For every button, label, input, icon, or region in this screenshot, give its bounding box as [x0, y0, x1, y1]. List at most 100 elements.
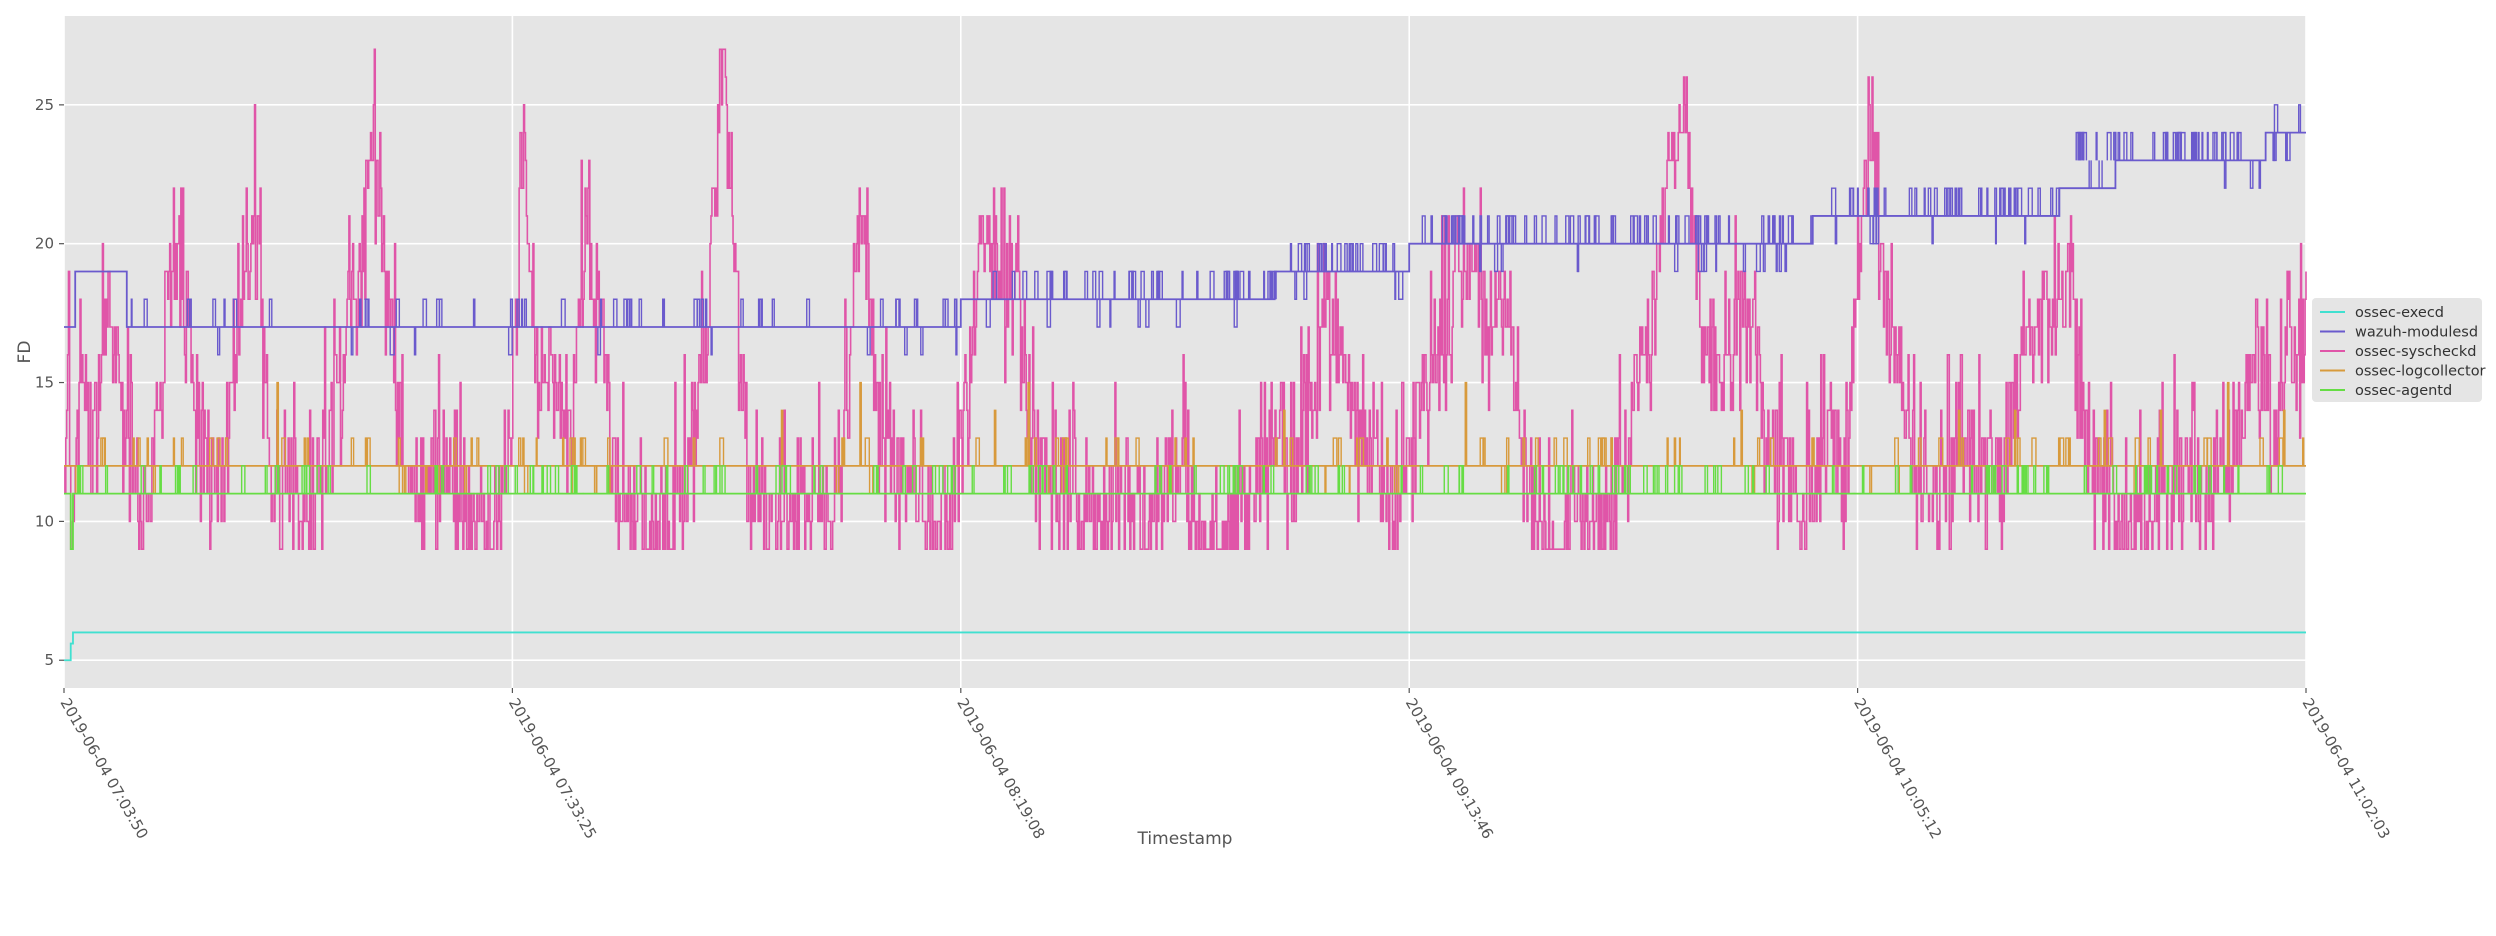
series-spike-wazuh-modulesd: [1875, 215, 1880, 245]
series-spike-ossec-agentd: [504, 465, 509, 494]
series-spike-wazuh-modulesd: [1175, 299, 1181, 328]
series-spike-wazuh-modulesd: [1933, 187, 1938, 216]
series-spike-ossec-agentd: [1237, 465, 1244, 494]
series-spike-ossec-logcollector: [522, 437, 525, 466]
y-axis: 5 10 15 20 25: [35, 96, 64, 669]
series-ossec-execd: [64, 631, 2306, 662]
series-spike-wazuh-modulesd: [1316, 243, 1322, 272]
series-spike-ossec-agentd: [1037, 465, 1043, 494]
series-spike-ossec-logcollector: [1464, 381, 1468, 466]
series-spike-wazuh-modulesd: [1784, 243, 1788, 273]
series-wazuh-modulesd: [64, 104, 2306, 356]
series-spike-wazuh-modulesd: [1297, 243, 1303, 272]
series-spike-wazuh-modulesd: [1834, 215, 1838, 245]
series-spike-ossec-agentd: [785, 465, 792, 494]
series-spike-ossec-agentd: [1627, 465, 1631, 494]
series-spike-ossec-logcollector: [2259, 437, 2264, 466]
series-spike-ossec-agentd: [366, 465, 372, 494]
series-spike-ossec-agentd: [575, 465, 578, 494]
series-spike-wazuh-modulesd: [1705, 215, 1709, 244]
series-spike-ossec-logcollector: [1184, 437, 1188, 466]
series-spike-ossec-logcollector: [306, 437, 310, 466]
series-spike-ossec-agentd: [2025, 465, 2029, 494]
legend: ossec-execd wazuh-modulesd ossec-syscheckd…: [2312, 298, 2486, 402]
series-spike-ossec-logcollector: [1534, 437, 1539, 466]
series-spike-ossec-agentd: [1533, 465, 1538, 494]
series-spike-ossec-agentd: [665, 465, 669, 494]
series-spike-wazuh-modulesd: [1156, 270, 1161, 300]
series-spike-ossec-logcollector: [2159, 409, 2163, 466]
series-spike-ossec-logcollector: [1027, 381, 1031, 466]
series-spike-ossec-logcollector: [224, 437, 229, 466]
series-spike-wazuh-modulesd: [1505, 215, 1510, 244]
series-spike-ossec-logcollector: [2107, 437, 2113, 466]
series-spike-ossec-logcollector: [132, 437, 135, 466]
series-spike-ossec-agentd: [1744, 465, 1750, 494]
series-spike-ossec-agentd: [2143, 465, 2146, 494]
series-spike-wazuh-modulesd: [992, 270, 998, 300]
series-spike-wazuh-modulesd: [1444, 215, 1448, 244]
series-spike-wazuh-modulesd: [2081, 131, 2088, 161]
series-spike-ossec-logcollector: [1586, 437, 1591, 466]
series-spike-wazuh-modulesd: [1643, 215, 1648, 244]
series-spike-ossec-logcollector: [1938, 437, 1944, 466]
series-spike-wazuh-modulesd: [1778, 215, 1782, 244]
series-spike-wazuh-modulesd: [2229, 131, 2235, 161]
x-tick-label: 2019-06-04 07:33:25: [505, 695, 600, 842]
series-spike-ossec-logcollector: [2226, 381, 2230, 466]
series-spike-wazuh-modulesd: [1034, 270, 1039, 300]
series-spike-ossec-agentd: [1232, 465, 1238, 494]
series-spike-ossec-agentd: [1572, 465, 1575, 494]
series-spike-wazuh-modulesd: [1181, 270, 1184, 300]
series-spike-wazuh-modulesd: [2201, 131, 2204, 161]
series-spike-ossec-logcollector: [663, 437, 669, 466]
series-spike-wazuh-modulesd: [1577, 243, 1580, 273]
series-spike-wazuh-modulesd: [1239, 270, 1245, 300]
series-spike-wazuh-modulesd: [1954, 187, 1957, 216]
series-spike-wazuh-modulesd: [1630, 215, 1634, 244]
series-spike-ossec-agentd: [755, 465, 759, 494]
series-spike-wazuh-modulesd: [1944, 187, 1948, 216]
series-spike-wazuh-modulesd: [1978, 187, 1982, 216]
series-spike-wazuh-modulesd: [1931, 215, 1934, 245]
series-spike-ossec-agentd: [1579, 465, 1583, 494]
series-spike-wazuh-modulesd: [1303, 243, 1308, 272]
series-spike-wazuh-modulesd: [1351, 243, 1354, 272]
series-spike-ossec-agentd: [1704, 465, 1709, 494]
series-spike-ossec-logcollector: [1673, 437, 1677, 466]
series-line-ossec-execd: [64, 631, 2306, 662]
series-spike-ossec-logcollector: [1135, 437, 1140, 466]
series-spike-wazuh-modulesd: [1927, 187, 1932, 216]
series-spike-wazuh-modulesd: [612, 298, 618, 328]
series-spike-ossec-logcollector: [1732, 437, 1736, 466]
series-spike-wazuh-modulesd: [395, 298, 401, 328]
series-spike-wazuh-modulesd: [1717, 215, 1721, 244]
series-spike-ossec-agentd: [971, 465, 975, 494]
series-spike-wazuh-modulesd: [696, 298, 701, 328]
series-spike-wazuh-modulesd: [2106, 131, 2112, 161]
series-spike-ossec-logcollector: [1386, 437, 1389, 466]
series-ossec-agentd: [64, 465, 2306, 551]
series-spike-ossec-logcollector: [216, 437, 221, 466]
series-spike-wazuh-modulesd: [2178, 131, 2182, 161]
series-spike-ossec-logcollector: [2017, 437, 2021, 466]
series-spike-wazuh-modulesd: [1873, 187, 1879, 216]
series-spike-ossec-logcollector: [1024, 437, 1027, 466]
x-tick-label: 2019-06-04 08:19:08: [953, 695, 1048, 842]
series-spike-ossec-agentd: [2134, 465, 2138, 494]
series-spike-ossec-agentd: [2021, 465, 2025, 494]
series-spike-ossec-agentd: [240, 465, 246, 494]
series-spike-ossec-agentd: [876, 465, 879, 494]
series-spike-wazuh-modulesd: [1359, 243, 1364, 272]
series-spike-ossec-agentd: [721, 465, 726, 494]
series-spike-wazuh-modulesd: [700, 298, 704, 328]
series-spike-wazuh-modulesd: [771, 298, 775, 328]
series-spike-wazuh-modulesd: [903, 327, 908, 356]
series-spike-ossec-logcollector: [452, 437, 457, 466]
series-spike-wazuh-modulesd: [2206, 131, 2209, 161]
series-spike-ossec-agentd: [1193, 465, 1197, 494]
series-spike-wazuh-modulesd: [212, 298, 217, 328]
series-spike-wazuh-modulesd: [1684, 215, 1690, 244]
series-spike-wazuh-modulesd: [710, 327, 713, 356]
series-spike-wazuh-modulesd: [507, 327, 513, 356]
